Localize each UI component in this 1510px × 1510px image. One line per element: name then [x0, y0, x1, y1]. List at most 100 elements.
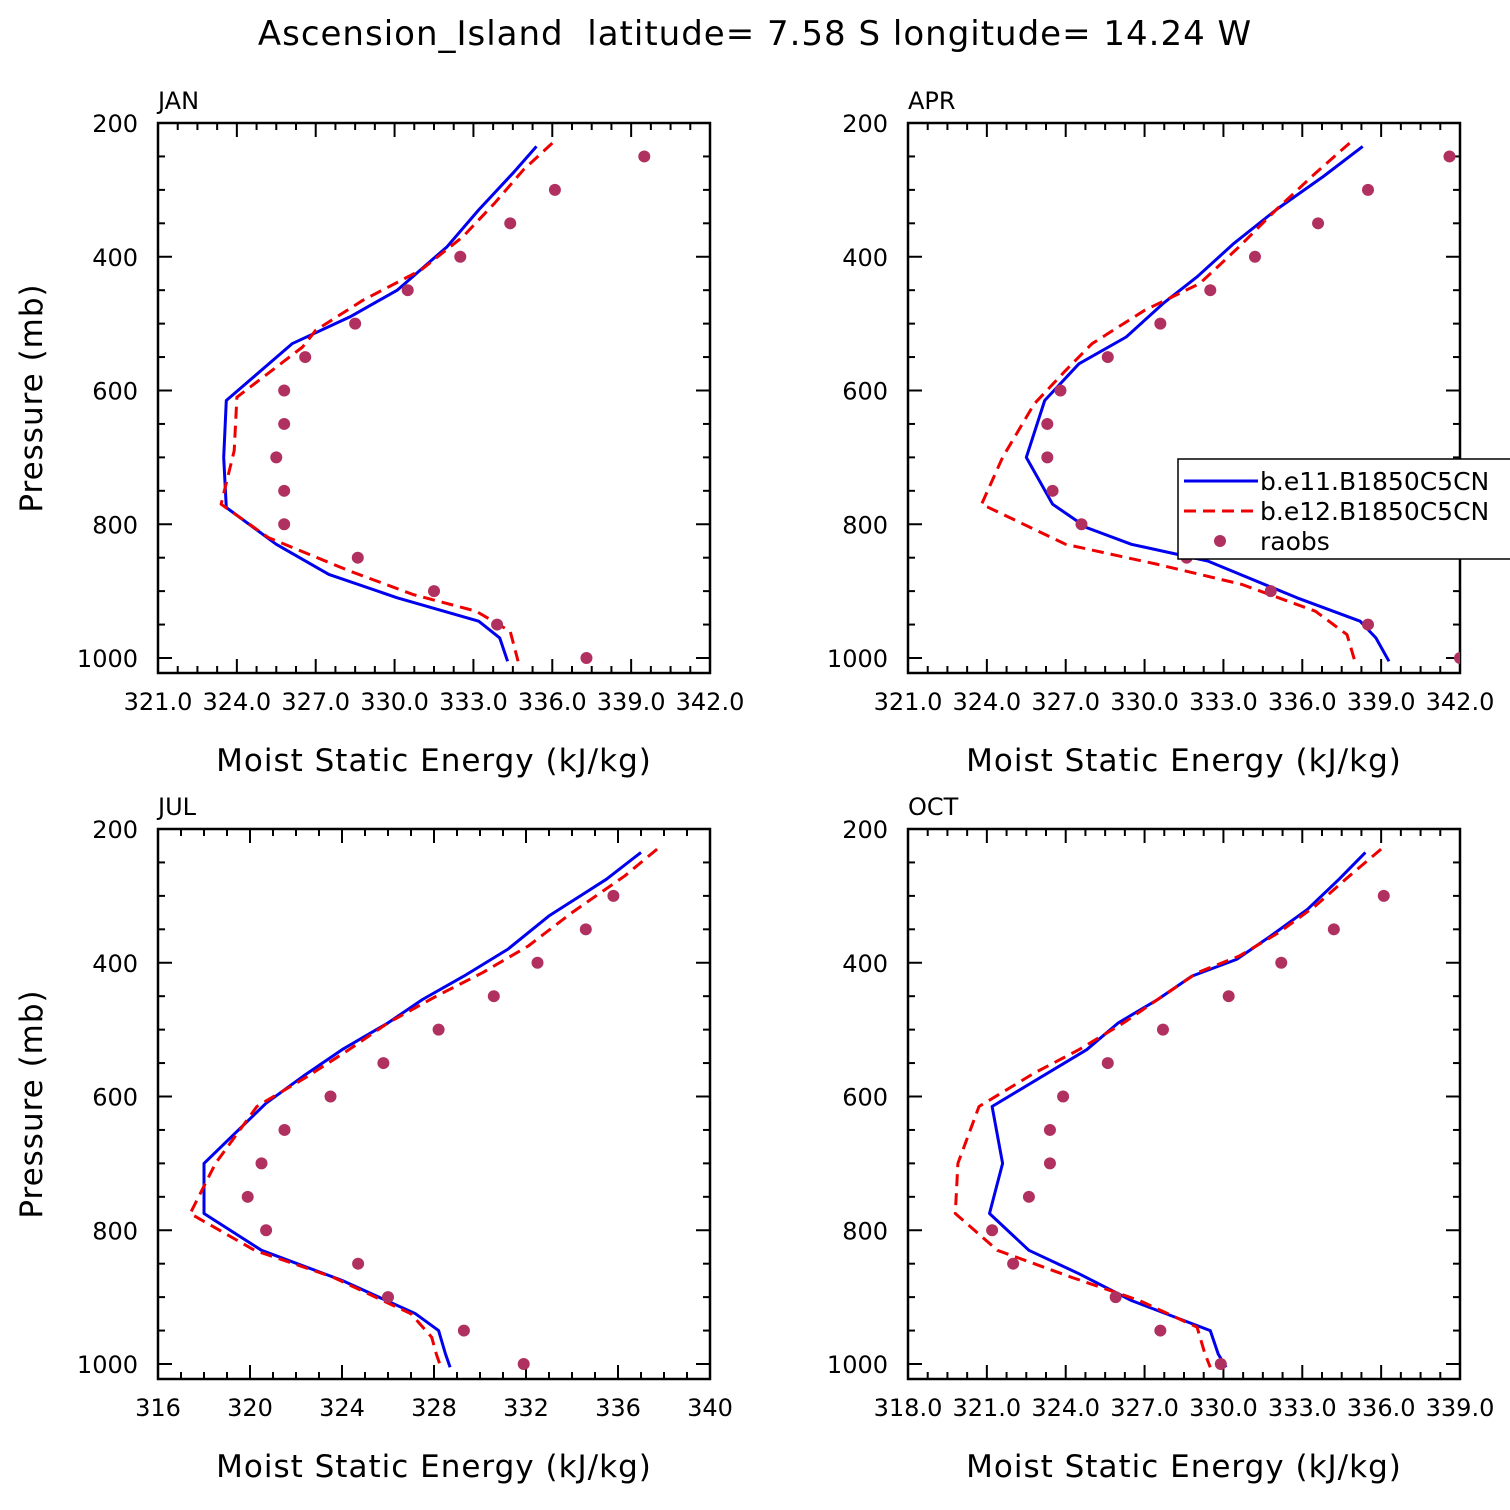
x-tick-label: 324.0	[1031, 1394, 1100, 1422]
y-tick-label: 400	[842, 950, 888, 978]
raobs-point	[504, 217, 517, 230]
y-tick-label: 1000	[77, 1351, 138, 1379]
y-tick-label: 200	[842, 816, 888, 844]
raobs-point	[1362, 183, 1374, 196]
x-tick-label: 336.0	[518, 688, 587, 716]
y-tick-label: 800	[92, 511, 138, 539]
raobs-point	[1454, 652, 1460, 664]
raobs-point	[1204, 284, 1217, 297]
raobs-point	[401, 284, 414, 297]
raobs-point	[1327, 923, 1340, 936]
b-e12-line	[188, 847, 659, 1368]
raobs-point	[1007, 1257, 1020, 1270]
panel-title: JAN	[156, 87, 199, 115]
legend-label: b.e12.B1850C5CN	[1260, 497, 1489, 526]
x-tick-label: 340	[687, 1394, 733, 1422]
b-e12-line	[219, 141, 554, 662]
b-e12-line	[953, 847, 1383, 1368]
x-axis-label: Moist Static Energy (kJ/kg)	[966, 1449, 1402, 1485]
raobs-point	[1377, 889, 1390, 902]
raobs-point	[260, 1224, 273, 1237]
raobs-point	[548, 183, 561, 196]
raobs-point	[1222, 990, 1235, 1003]
x-tick-label: 327.0	[1110, 1394, 1179, 1422]
x-tick-label: 333.0	[1189, 688, 1258, 716]
x-tick-label: 342.0	[1426, 688, 1495, 716]
panel-title: APR	[908, 87, 956, 115]
raobs-point	[1443, 150, 1456, 163]
x-tick-label: 324.0	[202, 688, 271, 716]
b-e12-line	[980, 141, 1357, 662]
plot-data	[953, 847, 1390, 1370]
plot-frame	[906, 827, 1462, 1381]
raobs-point	[487, 990, 500, 1003]
raobs-point	[579, 923, 592, 936]
y-tick-label: 600	[842, 378, 888, 406]
raobs-point	[638, 150, 651, 163]
raobs-point	[278, 518, 291, 531]
raobs-point	[1054, 384, 1067, 397]
y-tick-label: 400	[92, 244, 138, 272]
raobs-point	[428, 585, 440, 598]
x-tick-label: 339.0	[1347, 688, 1416, 716]
y-axis-label: Pressure (mb)	[14, 283, 50, 512]
x-tick-label: 333.0	[1268, 1394, 1337, 1422]
b-e11-line	[1024, 145, 1391, 663]
raobs-point	[352, 1257, 365, 1270]
raobs-point	[986, 1224, 999, 1237]
raobs-point	[382, 1291, 394, 1304]
raobs-point	[432, 1023, 445, 1036]
raobs-point	[607, 889, 620, 902]
raobs-point	[278, 1123, 291, 1136]
raobs-point	[351, 551, 364, 564]
x-tick-label: 327.0	[281, 688, 350, 716]
x-tick-label: 330.0	[1110, 688, 1179, 716]
raobs-point	[324, 1090, 337, 1103]
panel-jan: JAN 321.0 324.0 327.0 330.0 333.0 336.0 339.0 34…	[14, 87, 744, 779]
x-tick-label: 321.0	[952, 1394, 1021, 1422]
raobs-point	[491, 618, 504, 631]
x-tick-label: 336.0	[1268, 688, 1337, 716]
x-tick-label: 324	[319, 1394, 365, 1422]
raobs-point	[517, 1358, 530, 1370]
x-tick-label: 336	[595, 1394, 641, 1422]
raobs-point	[1041, 451, 1054, 464]
b-e11-line	[222, 145, 538, 662]
plot-data	[188, 847, 659, 1370]
raobs-point	[1075, 518, 1088, 531]
y-tick-label: 1000	[827, 1351, 888, 1379]
panel-title: JUL	[156, 793, 197, 821]
plot-frame	[156, 827, 712, 1381]
raobs-point	[377, 1057, 390, 1070]
raobs-point	[1248, 250, 1261, 263]
raobs-point	[1046, 484, 1059, 497]
raobs-point	[457, 1324, 470, 1337]
x-axis-label: Moist Static Energy (kJ/kg)	[216, 743, 652, 779]
x-tick-label: 339.0	[1426, 1394, 1495, 1422]
figure-title: Ascension_Island latitude= 7.58 S longit…	[258, 14, 1252, 54]
raobs-point	[349, 317, 362, 330]
raobs-point	[278, 384, 291, 397]
y-tick-label: 200	[92, 110, 138, 138]
raobs-point	[1362, 618, 1374, 631]
x-tick-label: 333.0	[439, 688, 508, 716]
b-e11-line	[202, 851, 642, 1368]
raobs-point	[1109, 1291, 1122, 1304]
raobs-point	[1275, 956, 1288, 969]
panel-oct: OCT 318.0 321.0 324.0 327.0 330.0 333.0 336.0 33…	[827, 793, 1494, 1485]
x-tick-label: 320	[227, 1394, 273, 1422]
x-tick-label: 328	[411, 1394, 457, 1422]
y-tick-label: 1000	[77, 645, 138, 673]
plot-frame	[906, 121, 1462, 675]
x-tick-label: 327.0	[1031, 688, 1100, 716]
legend-label: b.e11.B1850C5CN	[1260, 467, 1489, 496]
x-tick-label: 321.0	[124, 688, 193, 716]
raobs-point	[1214, 1358, 1227, 1370]
legend-marker-raobs	[1214, 535, 1226, 547]
y-tick-label: 600	[842, 1084, 888, 1112]
raobs-point	[1264, 585, 1277, 598]
raobs-point	[278, 417, 291, 430]
x-tick-label: 336.0	[1347, 1394, 1416, 1422]
